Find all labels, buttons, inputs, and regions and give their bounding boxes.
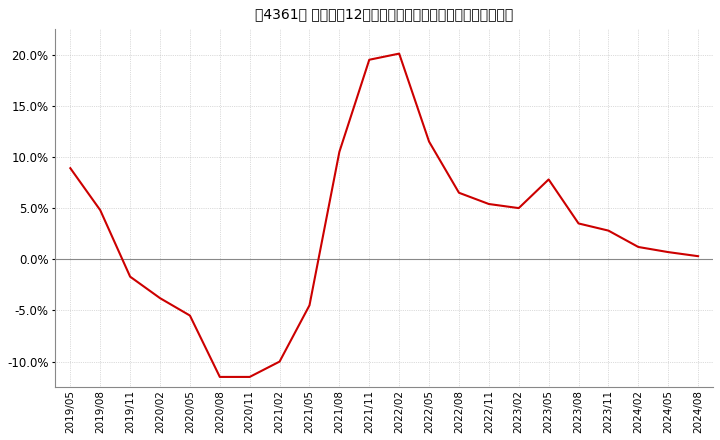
- Title: ［4361］ 売上高の12か月移動合計の対前年同期増減率の推移: ［4361］ 売上高の12か月移動合計の対前年同期増減率の推移: [255, 7, 513, 21]
